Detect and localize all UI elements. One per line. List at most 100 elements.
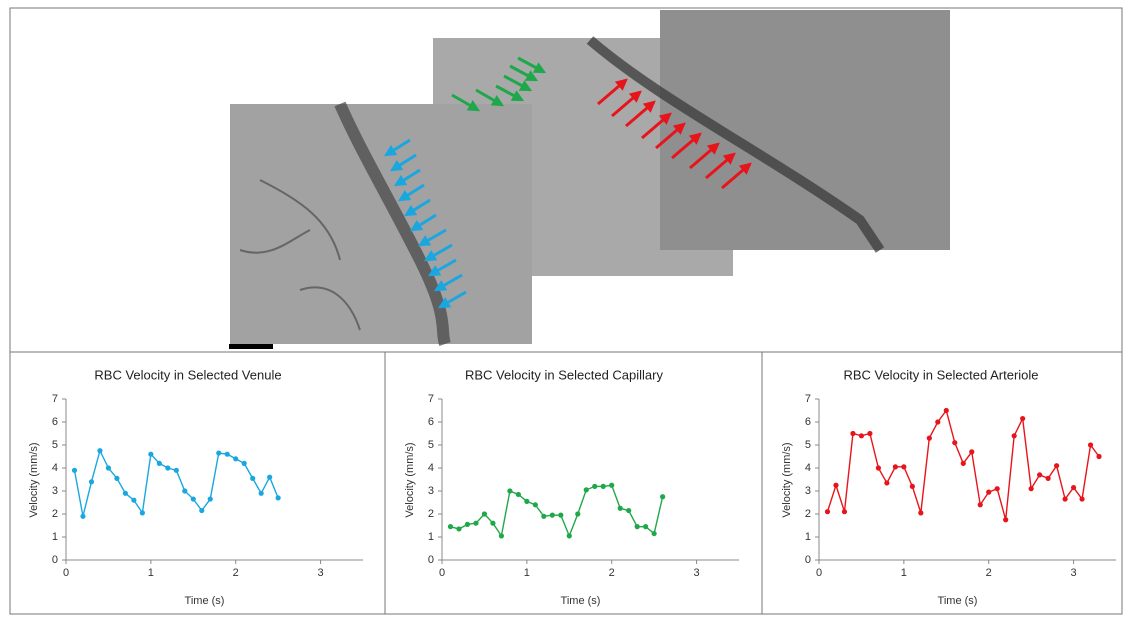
data-point bbox=[173, 467, 179, 473]
data-point bbox=[88, 479, 95, 485]
data-point bbox=[216, 450, 222, 456]
data-point bbox=[148, 451, 154, 457]
data-point bbox=[660, 494, 666, 500]
data-point bbox=[233, 456, 239, 462]
data-point bbox=[892, 464, 898, 470]
y-tick-label: 3 bbox=[805, 485, 811, 497]
x-tick-label: 0 bbox=[439, 567, 445, 579]
x-tick-label: 1 bbox=[148, 567, 154, 579]
data-point bbox=[156, 460, 162, 466]
data-point bbox=[600, 483, 606, 489]
data-point bbox=[1020, 415, 1026, 422]
x-tick-label: 2 bbox=[986, 567, 992, 579]
y-axis-label: Velocity (mm/s) bbox=[781, 442, 793, 517]
data-point bbox=[884, 480, 890, 486]
data-point bbox=[909, 483, 915, 489]
data-point bbox=[626, 507, 632, 514]
data-point bbox=[1011, 433, 1017, 439]
data-point bbox=[1028, 486, 1034, 492]
data-point bbox=[609, 482, 615, 488]
y-tick-label: 7 bbox=[805, 393, 811, 405]
x-axis-label: Time (s) bbox=[938, 595, 978, 607]
data-point bbox=[481, 511, 488, 517]
y-tick-label: 7 bbox=[52, 393, 58, 405]
data-point bbox=[1037, 472, 1043, 478]
data-point bbox=[122, 490, 128, 496]
venule-arrows bbox=[383, 138, 467, 309]
y-tick-label: 2 bbox=[52, 508, 58, 520]
x-tick-label: 2 bbox=[609, 567, 615, 579]
data-point bbox=[926, 435, 932, 441]
data-point bbox=[875, 465, 882, 471]
y-tick-label: 0 bbox=[52, 554, 58, 566]
data-point bbox=[182, 488, 188, 494]
data-point bbox=[643, 524, 649, 530]
data-point bbox=[250, 475, 256, 481]
y-tick-label: 3 bbox=[428, 485, 434, 497]
data-point bbox=[1096, 453, 1102, 460]
data-point bbox=[207, 496, 213, 502]
data-point bbox=[1087, 442, 1094, 448]
chart-title: RBC Velocity in Selected Arteriole bbox=[843, 367, 1038, 382]
data-point bbox=[97, 448, 103, 454]
data-point bbox=[524, 498, 530, 504]
chart-title: RBC Velocity in Selected Capillary bbox=[465, 367, 663, 382]
data-line bbox=[73, 448, 279, 517]
y-tick-label: 1 bbox=[52, 531, 58, 543]
data-point bbox=[867, 430, 873, 437]
data-point bbox=[566, 533, 572, 539]
data-point bbox=[139, 510, 145, 516]
y-tick-label: 3 bbox=[52, 485, 58, 497]
data-point bbox=[850, 430, 856, 437]
data-point bbox=[490, 520, 496, 526]
data-point bbox=[165, 465, 171, 471]
data-point bbox=[549, 512, 555, 518]
data-point bbox=[986, 489, 992, 495]
data-point bbox=[114, 475, 120, 481]
y-tick-label: 1 bbox=[805, 531, 811, 543]
arteriole-arrows bbox=[597, 78, 752, 190]
data-point bbox=[224, 451, 230, 457]
data-point bbox=[1079, 496, 1085, 502]
x-axis-label: Time (s) bbox=[185, 595, 225, 607]
data-point bbox=[80, 513, 86, 519]
data-point bbox=[71, 467, 78, 473]
y-axis-label: Velocity (mm/s) bbox=[404, 442, 416, 517]
data-point bbox=[105, 465, 112, 471]
x-tick-label: 3 bbox=[318, 567, 324, 579]
data-point bbox=[464, 521, 471, 527]
data-point bbox=[498, 533, 504, 539]
data-point bbox=[241, 460, 247, 466]
data-point bbox=[267, 474, 273, 480]
y-tick-label: 1 bbox=[428, 531, 434, 543]
x-tick-label: 0 bbox=[63, 567, 69, 579]
data-point bbox=[994, 486, 1000, 492]
data-point bbox=[977, 502, 983, 508]
data-point bbox=[833, 482, 839, 488]
y-tick-label: 7 bbox=[428, 393, 434, 405]
data-point bbox=[532, 502, 538, 508]
data-point bbox=[592, 483, 598, 489]
y-tick-label: 6 bbox=[805, 416, 811, 428]
data-point bbox=[199, 507, 205, 514]
x-tick-label: 0 bbox=[816, 567, 822, 579]
y-tick-label: 5 bbox=[52, 439, 58, 451]
data-point bbox=[960, 460, 966, 466]
data-point bbox=[1003, 517, 1009, 523]
data-point bbox=[824, 509, 831, 515]
data-point bbox=[575, 511, 581, 517]
y-tick-label: 5 bbox=[428, 439, 434, 451]
y-tick-label: 2 bbox=[428, 508, 434, 520]
data-point bbox=[515, 491, 521, 498]
data-point bbox=[1045, 475, 1051, 481]
data-point bbox=[473, 520, 479, 526]
data-point bbox=[651, 530, 657, 537]
x-tick-label: 2 bbox=[233, 567, 239, 579]
data-point bbox=[943, 407, 949, 414]
y-tick-label: 4 bbox=[428, 462, 434, 474]
data-point bbox=[541, 513, 547, 519]
data-point bbox=[1062, 496, 1068, 502]
data-point bbox=[558, 512, 564, 518]
y-tick-label: 4 bbox=[52, 462, 58, 474]
